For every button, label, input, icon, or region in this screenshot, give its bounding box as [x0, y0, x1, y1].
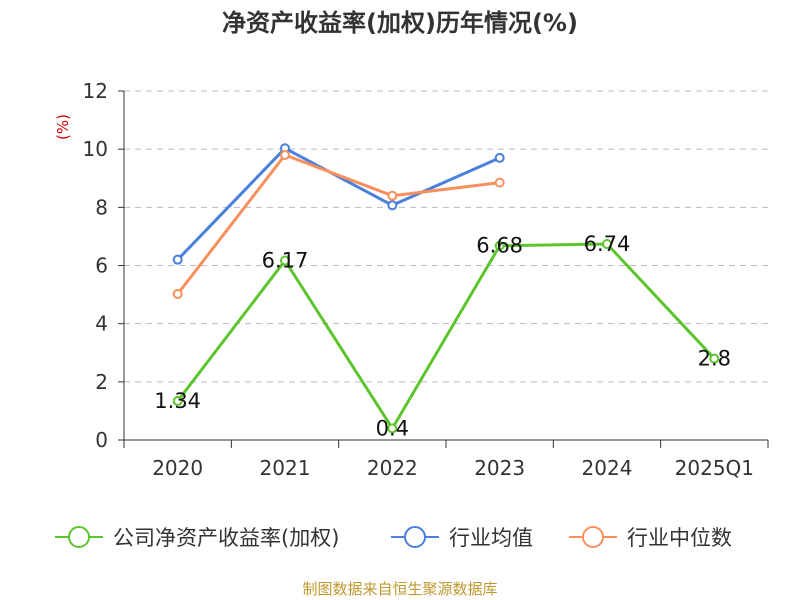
data-label: 6.74 [584, 232, 631, 256]
company-roe-point [494, 240, 505, 251]
x-tick-label: 2021 [260, 456, 311, 480]
y-tick-label: 10 [83, 137, 108, 161]
y-tick-label: 0 [95, 428, 108, 452]
industry-median-point [280, 149, 290, 160]
legend-marker [404, 526, 426, 548]
data-labels: 1.34 6.17 0.4 6.68 6.74 2.8 [154, 232, 731, 440]
company-roe-point [280, 255, 290, 266]
legend-label: 行业均值 [449, 526, 533, 550]
legend-label: 行业中位数 [627, 526, 732, 550]
legend-label: 公司净资产收益率(加权) [113, 526, 339, 550]
industry-avg-point [387, 200, 398, 211]
data-label: 2.8 [698, 347, 731, 371]
axes: 0 2 4 6 8 10 12 2020 2021 2022 2023 2024 2025Q1 [83, 79, 769, 480]
industry-avg-line [176, 146, 501, 261]
y-tick-label: 8 [95, 195, 108, 219]
industry-median-point [494, 177, 505, 188]
y-tick-label: 4 [95, 312, 108, 336]
y-tick-label: 12 [83, 79, 108, 103]
industry-avg-point [494, 152, 505, 163]
y-tick-label: 6 [95, 254, 108, 278]
data-label: 1.34 [154, 389, 201, 413]
industry-median-line [176, 153, 500, 295]
x-tick-label: 2024 [582, 456, 633, 480]
y-tick-label: 2 [95, 370, 108, 394]
legend-marker [582, 526, 604, 548]
x-tick-label: 2020 [152, 456, 203, 480]
legend-marker [68, 526, 90, 548]
company-roe-line [176, 242, 716, 430]
x-tick-label: 2025Q1 [675, 456, 754, 480]
series-lines [172, 143, 720, 434]
y-axis-label: (%) [54, 114, 72, 140]
company-roe-point [387, 423, 398, 434]
data-label: 6.17 [262, 249, 309, 273]
company-roe-point [602, 238, 612, 249]
industry-median-point [172, 289, 183, 300]
industry-median-point [387, 190, 398, 201]
x-tick-label: 2023 [474, 456, 525, 480]
source-note: 制图数据来自恒生聚源数据库 [302, 580, 497, 598]
gridlines [124, 90, 768, 383]
company-roe-point [172, 396, 183, 407]
chart-title: 净资产收益率(加权)历年情况(%) [222, 9, 578, 37]
company-roe-point [709, 353, 720, 364]
x-tick-label: 2022 [367, 456, 418, 480]
data-label: 6.68 [476, 234, 523, 258]
legend: 公司净资产收益率(加权) 行业均值 行业中位数 [55, 526, 732, 550]
industry-avg-point [172, 254, 183, 265]
data-label: 0.4 [376, 416, 409, 440]
